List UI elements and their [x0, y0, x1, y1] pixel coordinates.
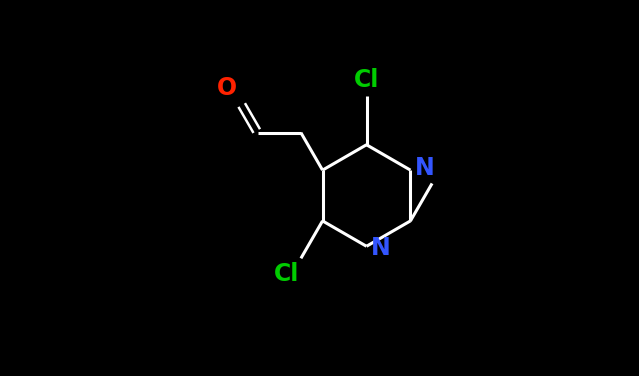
Text: Cl: Cl [273, 262, 299, 286]
Text: O: O [217, 76, 237, 100]
Text: N: N [371, 236, 391, 260]
Text: Cl: Cl [354, 68, 379, 92]
Text: N: N [415, 156, 435, 180]
